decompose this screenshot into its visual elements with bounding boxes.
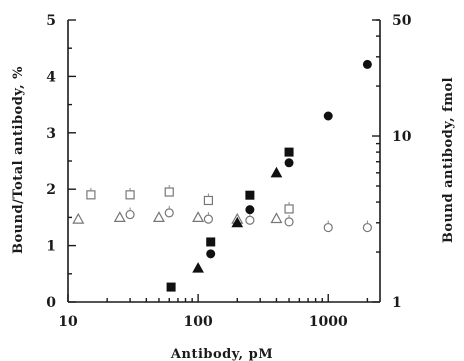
open-circle-point xyxy=(245,215,255,225)
left-y-axis: 0 1 2 3 4 5 xyxy=(46,13,76,311)
filled-circle-point xyxy=(245,205,255,215)
filled-square-point xyxy=(206,237,216,247)
left-y-axis-title: Bound/Total antibody, % xyxy=(11,66,26,254)
filled-triangle-point xyxy=(270,166,283,178)
open-triangle-point xyxy=(113,211,126,222)
open-triangle-point xyxy=(152,211,165,222)
filled-triangle-point xyxy=(192,262,204,273)
filled-circle-point xyxy=(323,111,333,121)
right-y-axis: 1 10 50 xyxy=(372,13,412,311)
open-circle-point xyxy=(284,217,294,227)
y-left-tick-label: 5 xyxy=(46,13,56,29)
open-square-point xyxy=(86,190,96,200)
open-triangle-point xyxy=(72,212,85,224)
open-circle-point xyxy=(362,222,372,233)
open-triangle-point xyxy=(192,211,205,222)
plot-frame xyxy=(67,20,381,303)
y-right-tick-label: 1 xyxy=(392,295,402,311)
data-points xyxy=(72,59,372,292)
open-square-point xyxy=(164,187,174,197)
open-circle-point xyxy=(164,208,174,218)
x-tick-label: 10 xyxy=(58,314,78,330)
filled-square-point xyxy=(284,147,294,157)
open-circle-point xyxy=(125,209,135,220)
filled-circle-point xyxy=(206,249,216,259)
open-triangle-point xyxy=(270,212,283,224)
x-axis-title: Antibody, pM xyxy=(170,347,273,361)
filled-square-point xyxy=(166,282,176,292)
open-square-point xyxy=(284,204,294,214)
filled-triangle-point xyxy=(231,216,244,228)
right-y-axis-title: Bound antibody, fmol xyxy=(441,77,456,243)
y-right-tick-label: 10 xyxy=(392,129,412,145)
open-square-point xyxy=(125,190,135,200)
filled-circle-point xyxy=(362,59,372,69)
y-left-tick-label: 1 xyxy=(46,239,56,255)
x-tick-label: 1000 xyxy=(309,314,348,330)
y-left-tick-label: 2 xyxy=(46,182,56,198)
open-circle-point xyxy=(323,222,333,233)
filled-circle-point xyxy=(284,158,294,168)
y-left-tick-label: 4 xyxy=(46,69,56,85)
open-square-point xyxy=(203,195,214,206)
y-left-tick-label: 0 xyxy=(46,295,56,311)
x-tick-label: 100 xyxy=(183,314,212,330)
x-axis: 10 100 1000 xyxy=(58,294,369,330)
y-right-tick-label: 50 xyxy=(392,13,412,29)
y-left-tick-label: 3 xyxy=(46,126,56,142)
filled-square-point xyxy=(245,190,255,200)
open-circle-point xyxy=(203,214,214,224)
